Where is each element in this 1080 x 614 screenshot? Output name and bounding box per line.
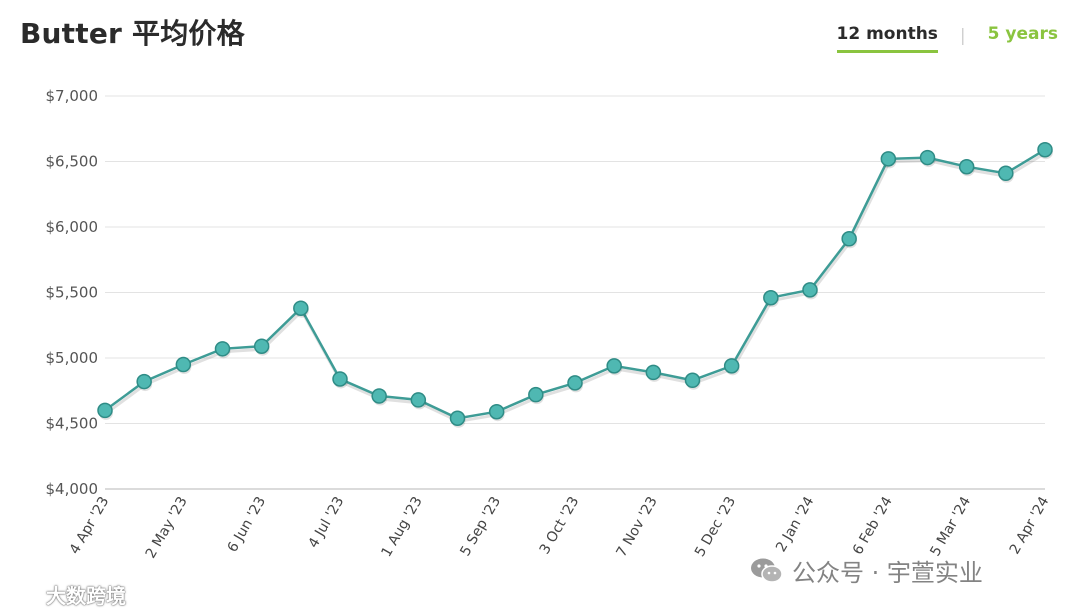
tab-5-years[interactable]: 5 years (987, 24, 1058, 44)
x-tick-label: 6 Feb '24 (850, 494, 896, 558)
y-tick-label: $4,500 (46, 415, 99, 433)
brand-logo-icon (8, 585, 42, 604)
range-tabs: 12 months | 5 years (836, 24, 1058, 53)
y-tick-label: $5,000 (46, 349, 99, 367)
series-layer (97, 141, 1053, 428)
x-tick-label: 2 Jan '24 (773, 494, 817, 555)
data-point[interactable] (136, 373, 152, 390)
tab-separator: | (959, 25, 966, 46)
data-point[interactable] (253, 338, 270, 354)
y-tick-label: $6,000 (46, 218, 99, 236)
data-point[interactable] (606, 358, 622, 374)
data-point[interactable] (410, 392, 427, 408)
data-point[interactable] (371, 388, 387, 404)
data-point[interactable] (919, 149, 936, 166)
y-axis-ticks: $4,000 $4,500 $5,000 $5,500 $6,000 $6,500 $7,0… (46, 87, 99, 498)
x-axis-ticks: 4 Apr '23 2 May '23 6 Jun '23 4 Jul '23 1 Au… (67, 494, 1053, 561)
x-tick-label: 7 Nov '23 (614, 494, 661, 560)
data-point[interactable] (528, 386, 544, 403)
watermark-bottom-right: 公众号 · 宇萱实业 (750, 553, 983, 588)
x-tick-label: 4 Apr '23 (67, 494, 113, 557)
data-point[interactable] (684, 372, 701, 389)
x-tick-label: 5 Sep '23 (457, 494, 504, 559)
y-tick-label: $4,000 (46, 480, 99, 498)
data-point[interactable] (763, 289, 779, 306)
data-point[interactable] (97, 402, 113, 419)
y-tick-label: $5,500 (46, 284, 99, 302)
x-tick-label: 3 Oct '23 (537, 494, 583, 557)
x-tick-label: 5 Mar '24 (927, 494, 974, 559)
data-point[interactable] (567, 375, 583, 391)
y-tick-label: $7,000 (46, 87, 99, 105)
x-tick-label: 4 Jul '23 (305, 494, 347, 551)
y-tick-label: $6,500 (46, 153, 99, 171)
tab-12-months[interactable]: 12 months (836, 24, 938, 53)
x-tick-label: 1 Aug '23 (379, 494, 426, 560)
data-point[interactable] (841, 231, 857, 247)
data-point[interactable] (802, 282, 818, 298)
data-point[interactable] (175, 356, 192, 373)
data-point[interactable] (880, 151, 897, 167)
data-point[interactable] (958, 158, 975, 175)
watermark-bottom-left: 大数跨境 (8, 580, 126, 609)
data-point[interactable] (723, 358, 740, 374)
x-tick-label: 2 May '23 (143, 494, 191, 561)
x-tick-label: 2 Apr '24 (1007, 494, 1053, 557)
wechat-icon (751, 558, 783, 583)
data-point[interactable] (645, 364, 662, 381)
data-point[interactable] (488, 403, 505, 420)
x-tick-label: 6 Jun '23 (225, 494, 270, 555)
data-point[interactable] (293, 300, 309, 316)
watermark-brand-text: 大数跨境 (46, 584, 126, 608)
data-point[interactable] (998, 165, 1014, 182)
data-point[interactable] (449, 410, 466, 427)
x-tick-label: 5 Dec '23 (692, 494, 739, 560)
data-point[interactable] (214, 341, 231, 357)
data-point[interactable] (332, 371, 348, 387)
watermark-account-text: 公众号 · 宇萱实业 (792, 559, 983, 587)
data-point[interactable] (1037, 141, 1053, 158)
grid-layer (105, 95, 1045, 490)
page-title: Butter 平均价格 (20, 17, 245, 50)
